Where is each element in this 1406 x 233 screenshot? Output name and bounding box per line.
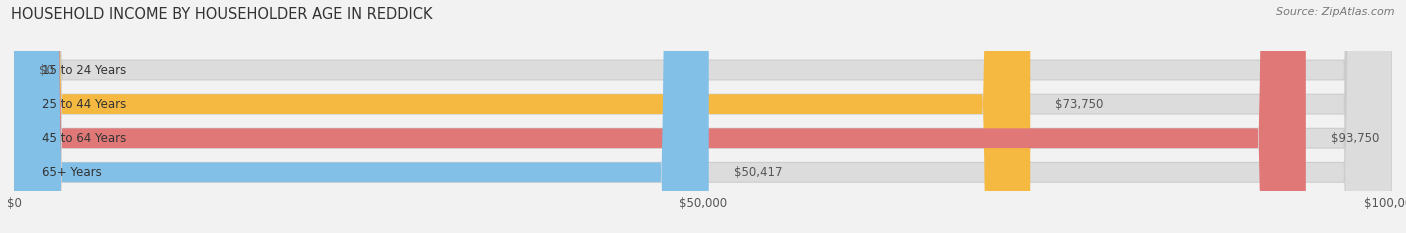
Text: 45 to 64 Years: 45 to 64 Years [42, 132, 127, 145]
Text: 65+ Years: 65+ Years [42, 166, 101, 179]
FancyBboxPatch shape [14, 0, 1306, 233]
FancyBboxPatch shape [14, 0, 1392, 233]
Text: $50,417: $50,417 [734, 166, 782, 179]
Text: $0: $0 [39, 64, 53, 76]
FancyBboxPatch shape [14, 0, 1031, 233]
FancyBboxPatch shape [14, 0, 1392, 233]
FancyBboxPatch shape [14, 0, 709, 233]
Text: Source: ZipAtlas.com: Source: ZipAtlas.com [1277, 7, 1395, 17]
FancyBboxPatch shape [14, 0, 1392, 233]
FancyBboxPatch shape [14, 0, 1392, 233]
Text: HOUSEHOLD INCOME BY HOUSEHOLDER AGE IN REDDICK: HOUSEHOLD INCOME BY HOUSEHOLDER AGE IN R… [11, 7, 433, 22]
Text: $93,750: $93,750 [1330, 132, 1379, 145]
Text: $73,750: $73,750 [1054, 98, 1104, 111]
Text: 15 to 24 Years: 15 to 24 Years [42, 64, 127, 76]
Text: 25 to 44 Years: 25 to 44 Years [42, 98, 127, 111]
